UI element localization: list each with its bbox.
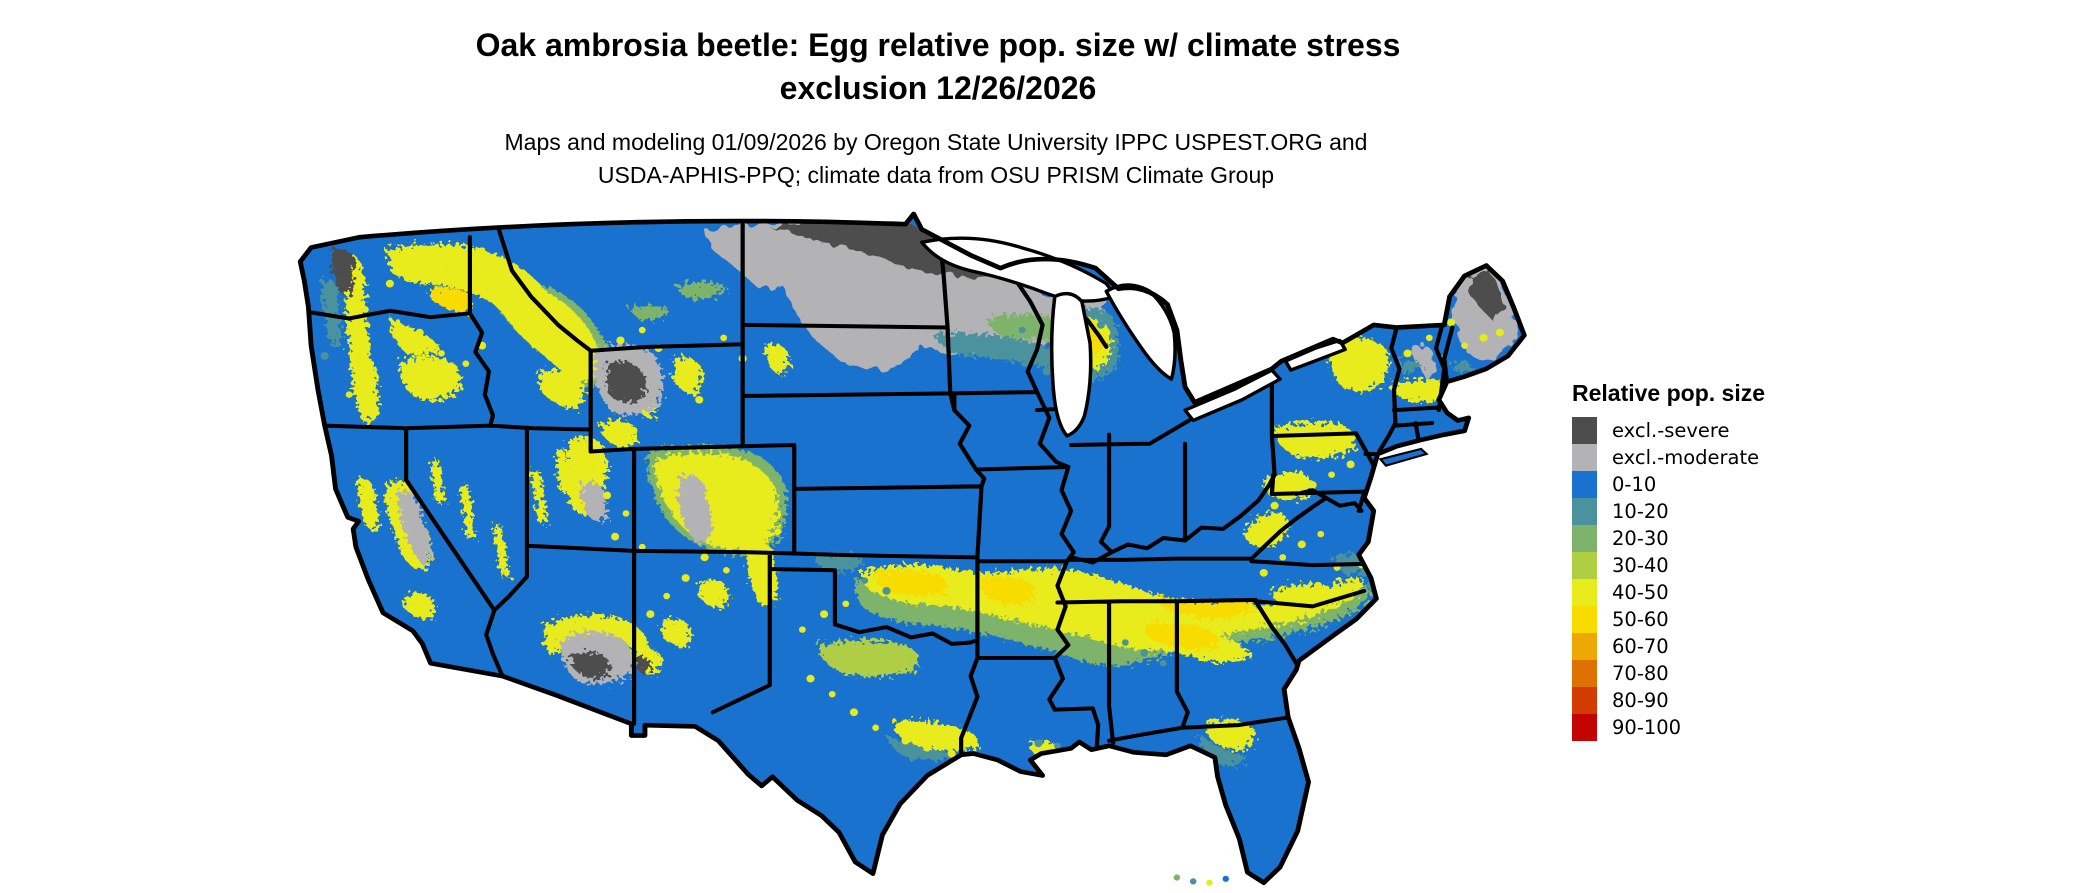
legend-item-label: 10-20 <box>1612 500 1669 523</box>
legend-item: 50-60 <box>1572 606 1765 633</box>
legend-item: excl.-moderate <box>1572 444 1765 471</box>
legend-item-label: excl.-moderate <box>1612 446 1760 469</box>
region-excl-severe <box>769 216 1506 320</box>
page-subtitle: Maps and modeling 01/09/2026 by Oregon S… <box>505 126 1368 192</box>
great-lakes <box>920 236 1347 438</box>
map-raster-layers <box>300 213 1525 883</box>
page-title: Oak ambrosia beetle: Egg relative pop. s… <box>476 24 1401 110</box>
legend-item: 80-90 <box>1572 687 1765 714</box>
legend-item-label: excl.-severe <box>1612 419 1730 442</box>
legend-item-label: 50-60 <box>1612 608 1669 631</box>
legend-swatch <box>1572 660 1597 687</box>
legend-swatch <box>1572 633 1597 660</box>
legend-swatch <box>1572 606 1597 633</box>
long-island <box>1378 447 1429 467</box>
map-legend: Relative pop. size excl.-severe excl.-mo… <box>1572 380 1765 741</box>
legend-item: 0-10 <box>1572 471 1765 498</box>
legend-swatch <box>1572 417 1597 444</box>
legend-item: 30-40 <box>1572 552 1765 579</box>
legend-item: 40-50 <box>1572 579 1765 606</box>
us-population-map <box>227 170 1584 886</box>
legend-title: Relative pop. size <box>1572 380 1766 406</box>
legend-item-label: 20-30 <box>1612 527 1669 550</box>
legend-item-label: 70-80 <box>1612 662 1669 685</box>
legend-swatch <box>1572 444 1597 471</box>
legend-item-label: 90-100 <box>1612 716 1682 739</box>
florida-keys <box>1173 874 1230 886</box>
legend-swatch <box>1572 471 1597 498</box>
page-subtitle-line1: Maps and modeling 01/09/2026 by Oregon S… <box>504 129 1368 155</box>
page-title-line2: exclusion 12/26/2026 <box>779 70 1097 106</box>
legend-swatch <box>1572 525 1597 552</box>
legend-item-label: 80-90 <box>1612 689 1669 712</box>
legend-item: 70-80 <box>1572 660 1765 687</box>
legend-item-label: 40-50 <box>1612 581 1669 604</box>
lake-michigan <box>1049 291 1093 438</box>
speckle-dots-yellow <box>345 251 1504 758</box>
legend-swatch <box>1572 498 1597 525</box>
page-title-line1: Oak ambrosia beetle: Egg relative pop. s… <box>475 27 1401 63</box>
legend-swatch <box>1572 552 1597 579</box>
legend-item: 90-100 <box>1572 714 1765 741</box>
legend-item-label: 30-40 <box>1612 554 1669 577</box>
lake-erie <box>1183 368 1282 423</box>
legend-item: excl.-severe <box>1572 417 1765 444</box>
region-excl-severe-mountain-cores <box>331 248 651 679</box>
page-subtitle-line2: USDA-APHIS-PPQ; climate data from OSU PR… <box>597 162 1275 188</box>
state-borders <box>306 222 1455 757</box>
legend-swatch <box>1572 579 1597 606</box>
legend-item: 10-20 <box>1572 498 1765 525</box>
legend-item: 20-30 <box>1572 525 1765 552</box>
legend-item-label: 0-10 <box>1612 473 1657 496</box>
legend-swatch <box>1572 687 1597 714</box>
legend-item: 60-70 <box>1572 633 1765 660</box>
legend-item-label: 60-70 <box>1612 635 1669 658</box>
legend-swatch <box>1572 714 1597 741</box>
